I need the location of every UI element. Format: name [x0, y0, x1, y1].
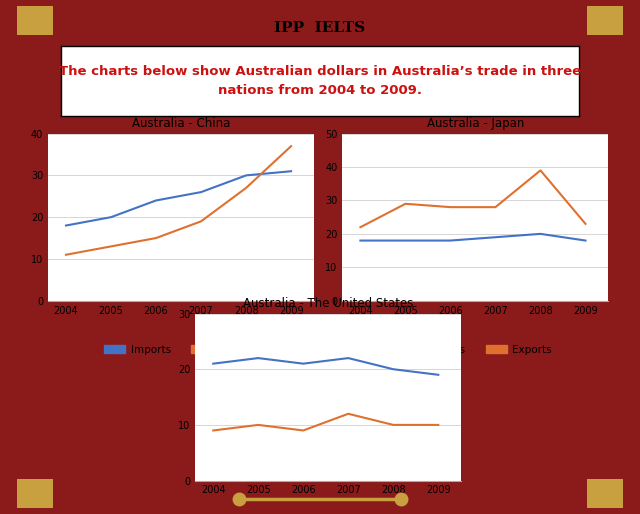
Text: The charts below show Australian dollars in Australia’s trade in three
nations f: The charts below show Australian dollars… [59, 65, 581, 97]
Title: Australia - Japan: Australia - Japan [426, 117, 524, 130]
Legend: Imports, Exports: Imports, Exports [395, 341, 556, 359]
Text: IPP  IELTS: IPP IELTS [275, 21, 365, 35]
Title: Australia - The United States: Australia - The United States [243, 297, 413, 309]
Title: Australia - China: Australia - China [132, 117, 230, 130]
Legend: Imports, Exports: Imports, Exports [100, 341, 261, 359]
